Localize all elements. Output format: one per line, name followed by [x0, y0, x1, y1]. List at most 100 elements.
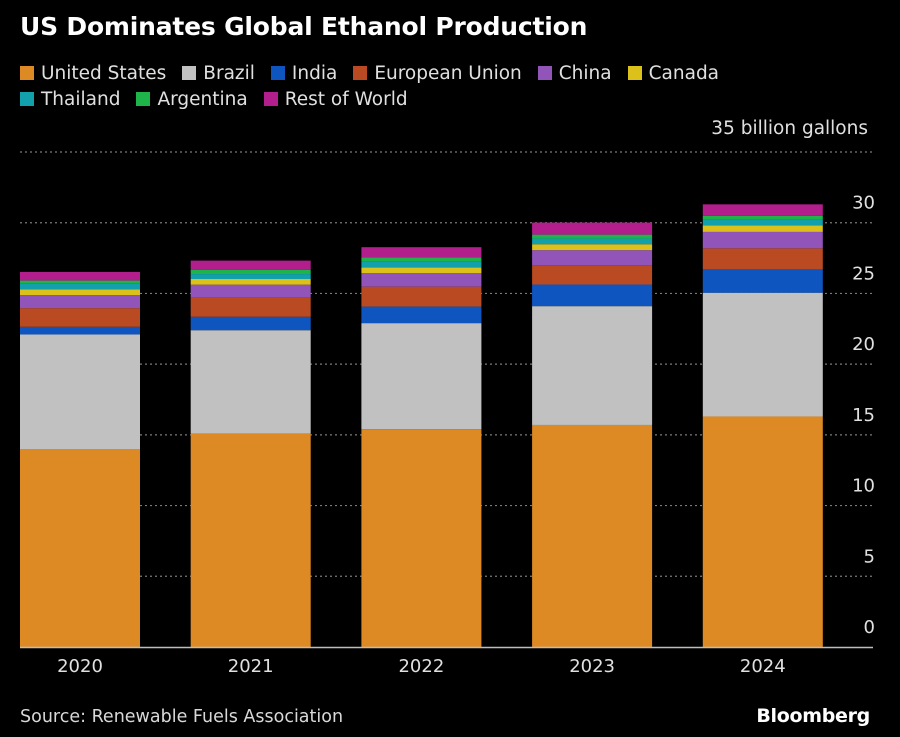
x-tick-label-2020: 2020 — [57, 656, 103, 677]
bar-segment-brazil-2023 — [532, 306, 653, 425]
legend-item-argentina: Argentina — [136, 88, 248, 110]
bar-segment-china-2020 — [20, 295, 140, 309]
legend-swatch — [20, 66, 34, 80]
bar-segment-european-union-2021 — [190, 297, 311, 317]
bar-segment-china-2021 — [190, 284, 311, 298]
y-axis-unit-label: 35 billion gallons — [711, 118, 868, 139]
x-tick-label-2022: 2022 — [398, 656, 444, 677]
bar-segment-canada-2024 — [702, 225, 823, 232]
bar-segment-rest-of-world-2021 — [190, 260, 311, 270]
legend-item-canada: Canada — [627, 62, 720, 84]
legend-swatch — [537, 66, 552, 80]
chart-title: US Dominates Global Ethanol Production — [20, 12, 588, 41]
bar-segment-united-states-2023 — [532, 424, 653, 647]
bar-segment-united-states-2020 — [20, 449, 140, 647]
legend-label: Argentina — [157, 88, 248, 110]
legend-swatch — [353, 66, 368, 80]
legend-swatch — [627, 66, 642, 80]
legend-item-rest-of-world: Rest of World — [263, 88, 408, 110]
bar-segment-thailand-2024 — [702, 219, 823, 226]
bar-segment-rest-of-world-2023 — [532, 222, 653, 235]
legend-item-united-states: United States — [20, 63, 166, 84]
bar-segment-european-union-2024 — [702, 248, 823, 270]
legend-item-brazil: Brazil — [182, 63, 255, 84]
bar-segment-india-2023 — [532, 284, 653, 307]
legend-label: Canada — [648, 62, 720, 84]
source-note: Source: Renewable Fuels Association — [20, 707, 344, 727]
bar-segment-thailand-2021 — [190, 274, 311, 280]
x-tick-label-2021: 2021 — [228, 656, 274, 677]
legend-item-european-union: European Union — [353, 62, 522, 84]
bar-segment-argentina-2023 — [532, 234, 653, 239]
bloomberg-logo: Bloomberg — [756, 705, 870, 727]
bar-segment-canada-2021 — [190, 279, 311, 285]
bar-segment-india-2020 — [20, 326, 140, 335]
bar-segment-china-2023 — [532, 250, 653, 266]
bar-segment-argentina-2024 — [702, 215, 823, 220]
legend-swatch — [270, 66, 285, 80]
bar-segment-canada-2022 — [361, 267, 482, 274]
bar-segment-china-2024 — [702, 231, 823, 249]
bar-segment-india-2022 — [361, 306, 482, 324]
bar-segment-canada-2023 — [532, 244, 653, 251]
legend-label: United States — [41, 62, 167, 84]
legend-row-1: United States Brazil India European Union Ch… — [20, 60, 780, 86]
bar-segment-rest-of-world-2024 — [702, 204, 823, 216]
y-axis-ticks: 0 5 10 15 20 25 30 — [852, 193, 875, 638]
y-tick-label: 5 — [864, 546, 875, 567]
legend-swatch — [20, 92, 34, 106]
bar-2020 — [20, 271, 140, 647]
y-tick-label: 0 — [864, 617, 875, 638]
bar-segment-brazil-2020 — [20, 334, 140, 449]
bar-2021 — [190, 260, 311, 647]
bar-segment-brazil-2022 — [361, 323, 482, 430]
bar-2024 — [702, 204, 823, 647]
legend-label: European Union — [374, 62, 522, 84]
x-axis-ticks: 2020 2021 2022 2023 2024 — [57, 656, 786, 677]
x-tick-label-2024: 2024 — [740, 656, 786, 677]
bar-segment-united-states-2022 — [361, 429, 482, 647]
bar-segment-united-states-2024 — [702, 416, 823, 647]
legend-swatch — [263, 92, 278, 106]
legend-swatch — [136, 92, 151, 106]
legend: United States Brazil India European Union Ch… — [20, 60, 780, 112]
x-tick-label-2023: 2023 — [569, 656, 615, 677]
y-tick-label: 10 — [852, 476, 875, 497]
bar-segment-brazil-2024 — [702, 292, 823, 417]
bar-2023 — [532, 222, 653, 647]
bar-segment-brazil-2021 — [190, 330, 311, 434]
bar-segment-european-union-2020 — [20, 308, 140, 327]
bar-segment-united-states-2021 — [190, 433, 311, 647]
legend-item-thailand: Thailand — [20, 89, 120, 110]
bar-segment-thailand-2022 — [361, 261, 482, 268]
legend-item-india: India — [270, 62, 338, 84]
legend-swatch — [182, 66, 197, 80]
bar-segment-thailand-2023 — [532, 238, 653, 245]
bar-segment-thailand-2020 — [20, 283, 140, 290]
bar-segment-european-union-2023 — [532, 265, 653, 285]
bar-segment-argentina-2021 — [190, 269, 311, 275]
y-tick-label: 30 — [852, 193, 875, 214]
bars — [20, 204, 823, 647]
legend-label: Thailand — [41, 88, 121, 110]
legend-row-2: Thailand Argentina Rest of World — [20, 86, 780, 112]
bar-segment-china-2022 — [361, 273, 482, 287]
bar-segment-india-2024 — [702, 269, 823, 293]
bar-segment-european-union-2022 — [361, 286, 482, 307]
legend-item-china: China — [537, 62, 612, 84]
bar-segment-rest-of-world-2020 — [20, 271, 140, 281]
bar-segment-rest-of-world-2022 — [361, 247, 482, 258]
legend-label: India — [291, 62, 338, 84]
bar-2022 — [361, 247, 482, 647]
y-tick-label: 25 — [852, 263, 875, 284]
y-tick-label: 15 — [852, 405, 875, 426]
y-tick-label: 20 — [852, 334, 875, 355]
bar-segment-canada-2020 — [20, 289, 140, 296]
legend-label: China — [558, 62, 612, 84]
bar-segment-india-2021 — [190, 316, 311, 331]
legend-label: Brazil — [203, 62, 255, 84]
bar-segment-argentina-2020 — [20, 280, 140, 284]
bar-segment-argentina-2022 — [361, 257, 482, 262]
legend-label: Rest of World — [284, 88, 408, 110]
